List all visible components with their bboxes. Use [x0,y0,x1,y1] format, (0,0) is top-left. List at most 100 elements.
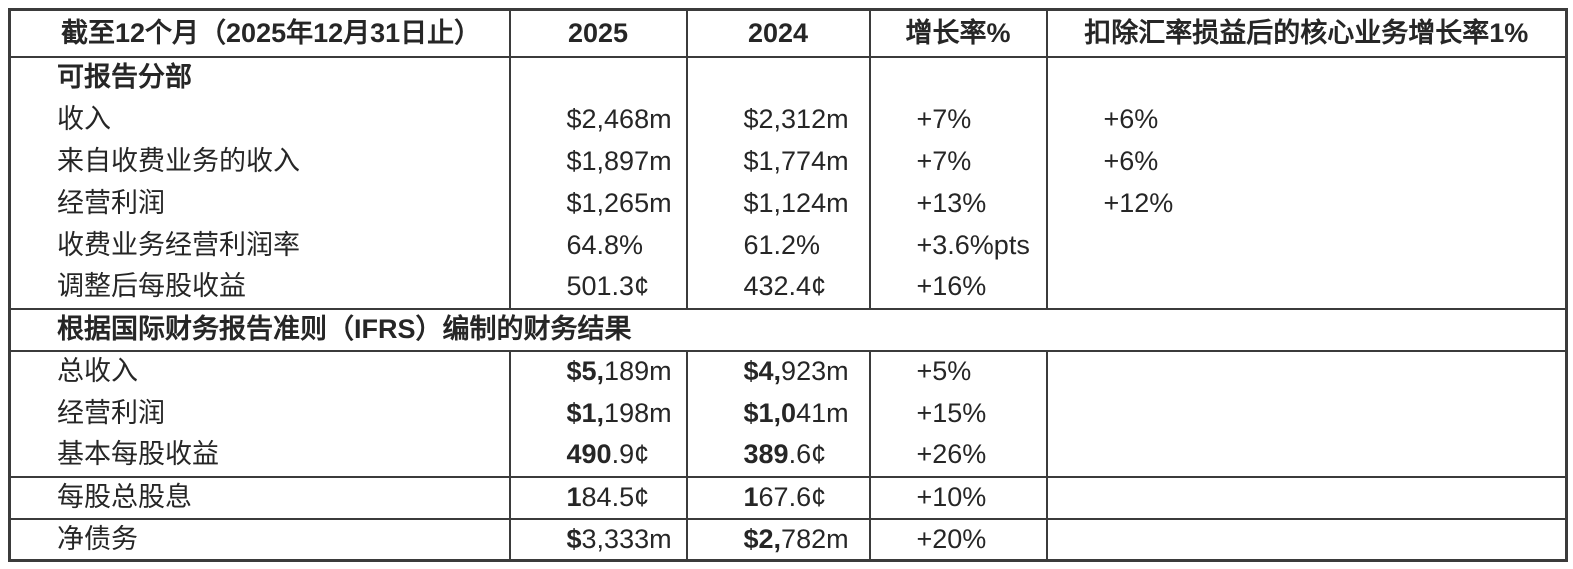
value-2024: 167.6¢ [685,476,870,519]
value-2025-text: 84.5¢ [581,481,650,512]
value-growth-text: +7% [916,103,972,134]
empty-cell [1045,56,1567,99]
empty-cell [685,56,870,99]
value-2024-text: .6¢ [788,439,827,470]
value-2024-text: 1 [743,481,759,512]
value-2025: 501.3¢ [508,266,687,309]
row-label: 调整后每股收益 [57,271,246,302]
value-core-growth-text: +6% [1103,145,1159,176]
value-2024: 61.2% [685,224,870,267]
section-banner-title: 根据国际财务报告准则（IFRS）编制的财务结果 [57,313,632,344]
value-2024: $1,124m [685,182,870,225]
value-core-growth: +6% [1045,140,1567,183]
value-growth: +13% [868,182,1047,225]
col-header-core-growth: 扣除汇率损益后的核心业务增长率1% [1045,9,1567,57]
value-2025: $3,333m [508,518,687,561]
section-title: 可报告分部 [57,62,192,93]
col-header-growth: 增长率% [868,9,1047,57]
value-2025-text: 490 [566,439,612,470]
value-2025-text: 198m [604,397,672,428]
empty-cell [508,56,687,99]
value-growth: +15% [868,392,1047,435]
value-growth-text: +5% [916,356,972,387]
row-label: 每股总股息 [57,481,192,512]
table-body: 可报告分部 收入 $2,468m $2,312m +7% +6% 来自收费业务的收入 $1,8… [9,56,1567,561]
value-2025: $1,265m [508,182,687,225]
value-core-growth [1045,434,1567,477]
value-2024-text: $1,774m [743,145,849,176]
value-2024: $2,312m [685,98,870,141]
value-growth-text: +3.6%pts [916,229,1030,260]
value-2025-text: $2,468m [566,103,672,134]
value-2024: 432.4¢ [685,266,870,309]
value-growth-text: +15% [916,397,987,428]
value-core-growth: +6% [1045,98,1567,141]
value-2024-text: $1,124m [743,187,849,218]
value-growth: +20% [868,518,1047,561]
value-core-growth [1045,518,1567,561]
value-growth: +26% [868,434,1047,477]
value-2024: $2,782m [685,518,870,561]
value-2025: $5,189m [508,350,687,393]
value-2025-text: 501.3¢ [566,271,650,302]
value-2025: 490.9¢ [508,434,687,477]
value-core-growth [1045,350,1567,393]
value-growth-text: +20% [916,523,987,554]
row-label: 经营利润 [57,397,165,428]
col-header-period: 截至12个月（2025年12月31日止） [61,17,482,48]
table-row: 净债务 $3,333m $2,782m +20% [9,518,1567,561]
row-label: 经营利润 [57,187,165,218]
row-label: 总收入 [57,356,138,387]
value-growth-text: +13% [916,187,987,218]
table-row: 收费业务经营利润率 64.8% 61.2% +3.6%pts [10,224,1567,267]
value-core-growth [1045,224,1567,267]
row-label: 净债务 [57,523,138,554]
value-growth-text: +7% [916,145,972,176]
table-row: 基本每股收益 490.9¢ 389.6¢ +26% [10,434,1567,477]
value-2024-text: 782m [781,523,849,554]
value-2024-text: 67.6¢ [758,481,827,512]
value-growth: +7% [868,98,1047,141]
value-core-growth [1045,266,1567,309]
value-2024: $4,923m [685,350,870,393]
value-2024-text: $4, [743,356,782,387]
table-row: 经营利润 $1,198m $1,041m +15% [10,392,1567,435]
row-label: 基本每股收益 [57,439,219,470]
value-growth-text: +16% [916,271,987,302]
value-2024-text: 432.4¢ [743,271,827,302]
value-2024-text: 923m [781,356,849,387]
value-core-growth-text: +6% [1103,103,1159,134]
value-2025: $1,198m [508,392,687,435]
value-growth: +7% [868,140,1047,183]
value-2025-text: 1 [566,481,582,512]
section-banner-row: 根据国际财务报告准则（IFRS）编制的财务结果 [9,308,1567,351]
value-2024-text: 389 [743,439,789,470]
table-row: 调整后每股收益 501.3¢ 432.4¢ +16% [10,266,1567,309]
table-row: 收入 $2,468m $2,312m +7% +6% [10,98,1567,141]
value-2025: 184.5¢ [508,476,687,519]
value-2025: $2,468m [508,98,687,141]
value-core-growth [1045,476,1567,519]
value-2025: 64.8% [508,224,687,267]
value-growth-text: +26% [916,439,987,470]
value-growth: +3.6%pts [868,224,1047,267]
col-header-2025: 2025 [508,9,687,57]
value-2024: 389.6¢ [685,434,870,477]
row-label: 收费业务经营利润率 [57,229,300,260]
table-row: 来自收费业务的收入 $1,897m $1,774m +7% +6% [10,140,1567,183]
value-2025-text: 64.8% [566,229,644,260]
value-2025-text: 3,333m [581,523,672,554]
value-growth: +5% [868,350,1047,393]
value-2025-text: $1,265m [566,187,672,218]
financial-results-table: 截至12个月（2025年12月31日止） 2025 2024 增长率% 扣除汇率… [8,8,1568,562]
table-row: 经营利润 $1,265m $1,124m +13% +12% [10,182,1567,225]
section-title-row: 可报告分部 [10,56,1567,99]
value-core-growth [1045,392,1567,435]
value-growth: +10% [868,476,1047,519]
empty-cell [868,56,1047,99]
value-2025-text: 189m [604,356,672,387]
row-label: 来自收费业务的收入 [57,145,300,176]
value-2025-text: $ [566,523,582,554]
value-core-growth-text: +12% [1103,187,1174,218]
